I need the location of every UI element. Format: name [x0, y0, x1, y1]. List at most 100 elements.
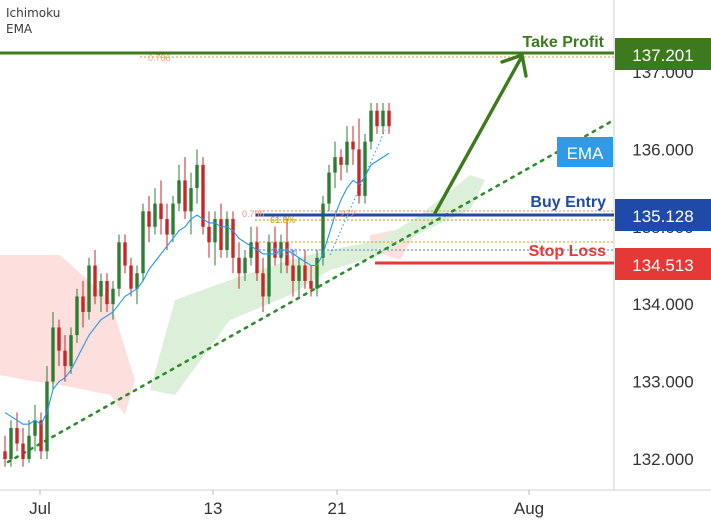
candle — [315, 250, 319, 297]
candle — [261, 257, 265, 312]
ema-badge — [557, 137, 613, 167]
candle-body — [135, 273, 139, 289]
price-tick-label: 134.000 — [632, 295, 693, 314]
candle-body — [381, 110, 385, 127]
candle-body — [69, 335, 73, 367]
candle — [57, 319, 61, 367]
candle — [93, 250, 97, 305]
candle-body — [9, 428, 13, 459]
fib-label-entry: 0.786 — [242, 209, 265, 219]
candle — [117, 234, 121, 297]
candle — [273, 226, 277, 266]
ichimoku-cloud-bearish — [0, 255, 135, 415]
candle — [309, 265, 313, 297]
candle — [99, 273, 103, 312]
candle-body — [21, 443, 25, 459]
candle — [39, 412, 43, 459]
candle-body — [195, 164, 199, 189]
candle — [195, 149, 199, 204]
time-axis: Jul 13 21 Aug — [29, 490, 544, 518]
take-profit-label: Take Profit — [523, 34, 605, 51]
candle-body — [87, 265, 91, 312]
candle-body — [219, 219, 223, 251]
candle — [153, 188, 157, 235]
candle — [213, 211, 217, 266]
stop-loss-price-badge — [615, 248, 711, 280]
price-tick-label: 133.000 — [632, 373, 693, 392]
candle-body — [129, 265, 133, 289]
candle — [333, 141, 337, 189]
candle — [375, 102, 379, 134]
candle-body — [51, 327, 55, 382]
candle — [105, 273, 109, 312]
candle-body — [351, 141, 355, 150]
candle-body — [75, 296, 79, 336]
candle — [339, 149, 343, 181]
candle — [255, 226, 259, 281]
candle-body — [267, 242, 271, 297]
indicator-label-ema: EMA — [6, 22, 33, 36]
stop-loss-label: Stop Loss — [529, 243, 606, 260]
candle — [267, 234, 271, 305]
candle-body — [345, 141, 349, 165]
ichimoku-cloud-bullish — [150, 175, 485, 395]
candle — [75, 288, 79, 343]
fib-label-top: 0.786 — [148, 53, 171, 63]
candle — [369, 102, 373, 150]
candle — [51, 311, 55, 390]
candle-body — [225, 219, 229, 251]
take-profit-price: 137.201 — [632, 46, 693, 65]
candle — [357, 118, 361, 204]
candle — [69, 327, 73, 374]
candle-body — [171, 203, 175, 235]
candle — [81, 280, 85, 328]
indicator-label-ichimoku: Ichimoku — [6, 6, 61, 20]
candle — [63, 335, 67, 382]
candle — [225, 211, 229, 258]
candle — [351, 126, 355, 165]
candle-body — [321, 203, 325, 258]
candle-body — [291, 265, 295, 281]
candle — [231, 211, 235, 274]
buy-entry-label: Buy Entry — [530, 194, 606, 211]
time-tick-label: 21 — [328, 499, 347, 518]
candle-body — [357, 149, 361, 196]
candle — [243, 250, 247, 281]
candle-body — [165, 219, 169, 235]
candle-body — [27, 435, 31, 459]
candle — [285, 219, 289, 274]
candle-body — [273, 242, 277, 258]
candle-body — [207, 226, 211, 243]
candle-body — [159, 203, 163, 220]
candle — [363, 133, 367, 204]
candle — [3, 435, 7, 467]
ema-line — [4, 152, 390, 425]
candle-body — [183, 180, 187, 212]
candle-body — [339, 157, 343, 165]
candle-body — [39, 420, 43, 452]
candle-body — [315, 257, 319, 289]
price-tick-label: 132.000 — [632, 450, 693, 469]
candle-body — [147, 211, 151, 227]
candle — [159, 180, 163, 235]
candle-body — [285, 242, 289, 266]
candle-body — [99, 280, 103, 297]
candle-body — [213, 219, 217, 243]
candle — [219, 203, 223, 258]
time-tick-label: 13 — [204, 499, 223, 518]
candle-body — [369, 110, 373, 142]
candle — [387, 102, 391, 134]
fib-label-lower: 78.6% — [272, 247, 298, 257]
fib-label-entry-ext: 1.272 — [333, 209, 356, 219]
candle-body — [57, 327, 61, 351]
candle-body — [63, 350, 67, 367]
candle — [171, 195, 175, 243]
candle-body — [15, 428, 19, 444]
candle — [177, 164, 181, 212]
candle-body — [309, 280, 313, 289]
price-tick-label: 136.000 — [632, 140, 693, 159]
candle-body — [237, 257, 241, 274]
candle — [165, 203, 169, 251]
candle-body — [231, 219, 235, 258]
